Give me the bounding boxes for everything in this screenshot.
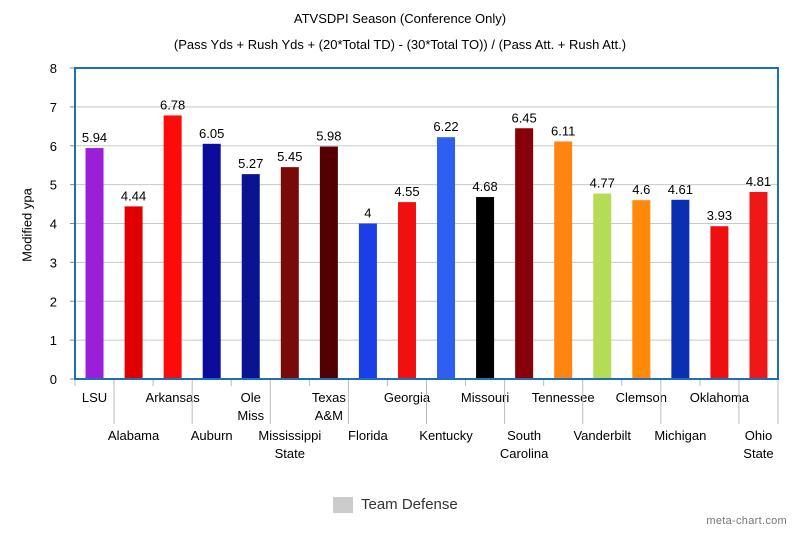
x-tick-label: Michigan (654, 428, 706, 443)
bar (202, 143, 221, 379)
x-tick-label: Ole Miss (237, 390, 264, 423)
x-tick-label: Kentucky (419, 428, 473, 443)
plot-frame (74, 67, 779, 380)
data-label: 4.44 (121, 188, 146, 203)
x-tick-label: Clemson (616, 390, 667, 405)
bar (280, 167, 299, 379)
bar (437, 137, 456, 379)
legend-swatch (333, 496, 353, 513)
bar (476, 197, 495, 379)
y-tick-label: 1 (50, 333, 57, 348)
data-label: 4.81 (746, 174, 771, 189)
data-label: 6.78 (160, 97, 185, 112)
x-tick-label: Ohio State (743, 428, 773, 461)
y-tick-label: 8 (50, 61, 57, 76)
legend: Team Defense (333, 496, 458, 513)
data-label: 5.94 (82, 130, 107, 145)
data-label: 3.93 (707, 208, 732, 223)
bar (710, 226, 729, 379)
x-tick-label: Mississippi State (258, 428, 321, 461)
data-label: 4.61 (668, 182, 693, 197)
data-label: 5.27 (238, 156, 263, 171)
legend-label: Team Defense (361, 496, 458, 513)
data-label: 4.55 (394, 184, 419, 199)
bar (593, 193, 612, 379)
data-label: 4.68 (472, 179, 497, 194)
y-tick-label: 0 (50, 372, 57, 387)
data-label: 6.05 (199, 126, 224, 141)
x-tick-label: Arkansas (146, 390, 201, 405)
bar (241, 174, 260, 379)
data-label: 6.45 (511, 110, 536, 125)
bar (319, 146, 338, 379)
y-tick-label: 5 (50, 178, 57, 193)
x-tick-label: Texas A&M (312, 390, 346, 423)
bar (671, 199, 690, 379)
data-label: 5.98 (316, 129, 341, 144)
data-label: 4 (364, 206, 371, 221)
bar (124, 206, 143, 379)
x-tick-label: Alabama (108, 428, 160, 443)
bar (632, 200, 651, 379)
x-tick-label: Vanderbilt (573, 428, 631, 443)
bar (163, 115, 182, 380)
watermark: meta-chart.com (706, 515, 787, 527)
bar (554, 141, 573, 379)
data-label: 6.22 (433, 119, 458, 134)
data-label: 4.77 (590, 176, 615, 191)
y-tick-label: 7 (50, 100, 57, 115)
x-tick-label: Missouri (461, 390, 510, 405)
x-tick-label: Tennessee (532, 390, 595, 405)
bar (85, 148, 104, 379)
x-tick-label: Auburn (191, 428, 233, 443)
y-tick-label: 6 (50, 139, 57, 154)
bar (749, 192, 768, 379)
x-tick-label: LSU (82, 390, 107, 405)
x-tick-label: Georgia (384, 390, 431, 405)
data-label: 5.45 (277, 149, 302, 164)
x-tick-label: Florida (348, 428, 389, 443)
chart-title: ATVSDPI Season (Conference Only) (293, 11, 507, 26)
bar (358, 223, 377, 379)
x-tick-label: South Carolina (500, 428, 549, 461)
bar (397, 202, 416, 379)
bar (515, 128, 534, 379)
x-tick-label: Oklahoma (690, 390, 750, 405)
y-tick-label: 4 (50, 217, 57, 232)
y-tick-label: 2 (50, 294, 57, 309)
y-tick-label: 3 (50, 255, 57, 270)
chart-subtitle: (Pass Yds + Rush Yds + (20*Total TD) - (… (173, 37, 627, 52)
data-label: 6.11 (551, 123, 575, 138)
data-label: 4.6 (632, 182, 650, 197)
